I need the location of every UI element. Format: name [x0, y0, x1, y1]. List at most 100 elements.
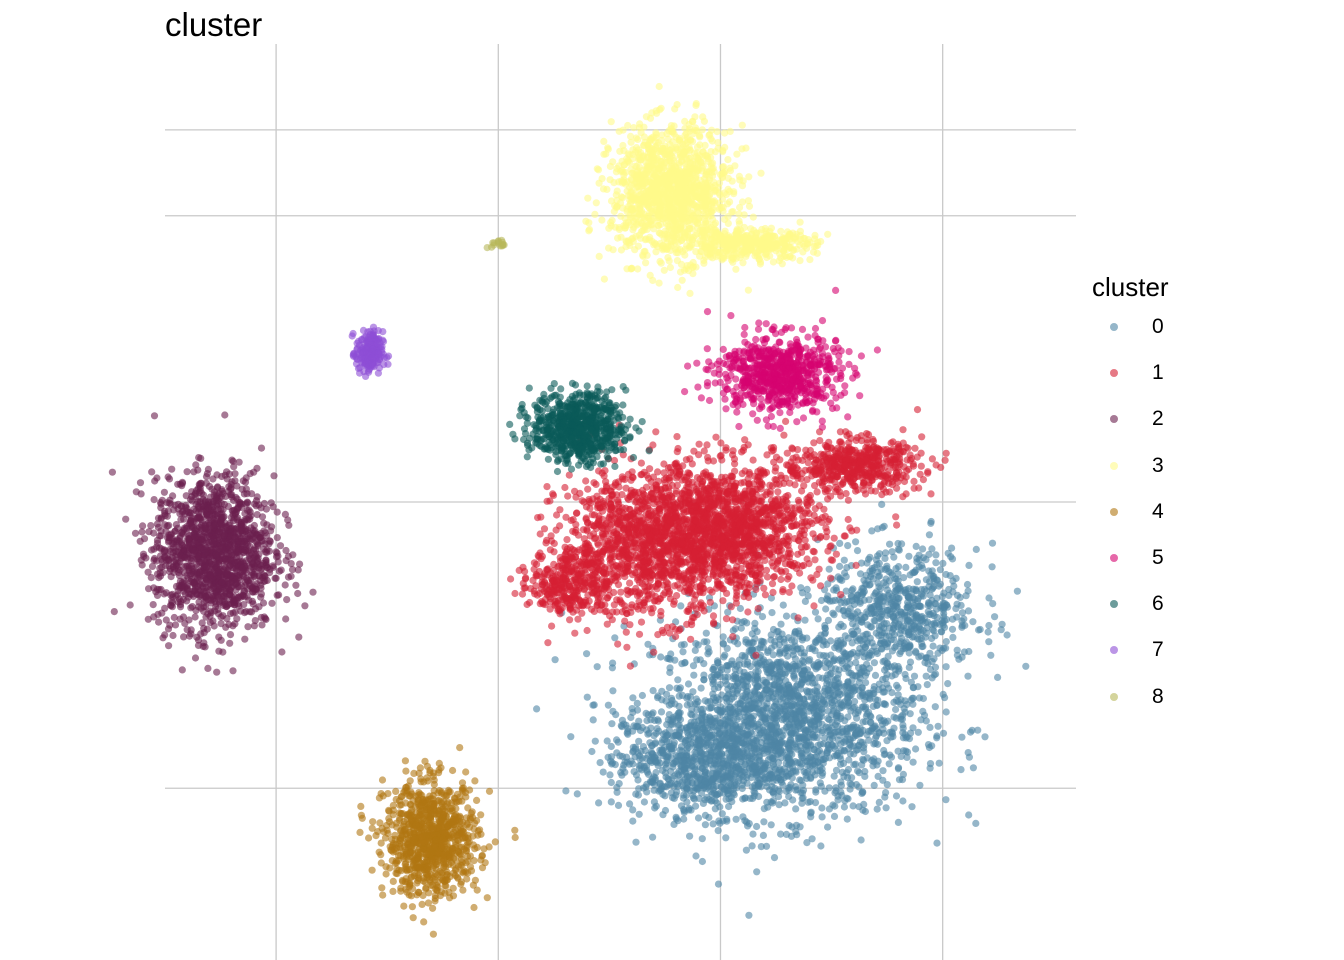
point	[752, 651, 760, 659]
point	[1022, 662, 1030, 670]
point	[677, 802, 686, 810]
point	[895, 563, 903, 571]
point	[929, 609, 937, 617]
point	[940, 604, 948, 612]
point	[673, 433, 681, 441]
point	[787, 757, 795, 766]
point	[923, 681, 931, 689]
point	[771, 708, 779, 717]
point	[616, 752, 624, 760]
point	[706, 598, 714, 606]
point	[880, 746, 888, 755]
point	[757, 718, 765, 726]
point	[701, 796, 709, 804]
point	[721, 651, 729, 659]
point	[704, 650, 712, 658]
point	[684, 764, 692, 773]
point	[751, 762, 759, 771]
point	[833, 717, 841, 725]
point	[782, 830, 791, 839]
point	[857, 611, 865, 620]
point	[877, 585, 885, 593]
point	[762, 842, 771, 850]
point	[536, 530, 544, 538]
point	[734, 679, 742, 687]
point	[824, 714, 832, 723]
point	[844, 694, 852, 702]
point	[798, 799, 806, 807]
point	[740, 708, 748, 716]
point	[830, 772, 838, 780]
point	[856, 669, 864, 677]
point	[614, 525, 622, 534]
point	[928, 658, 936, 666]
point	[629, 694, 637, 702]
point	[723, 680, 731, 689]
point	[719, 639, 727, 647]
point	[884, 652, 892, 661]
point	[972, 819, 980, 828]
point	[964, 587, 972, 595]
point	[828, 741, 837, 749]
point	[737, 624, 745, 632]
point	[895, 594, 903, 602]
point	[800, 649, 809, 657]
point	[950, 582, 958, 590]
point	[786, 783, 794, 792]
point	[748, 842, 756, 850]
point	[919, 545, 927, 553]
point	[702, 761, 710, 769]
point	[821, 621, 829, 630]
point	[734, 640, 742, 648]
point	[819, 759, 827, 767]
point	[715, 696, 723, 704]
point	[873, 805, 881, 813]
point	[913, 578, 921, 586]
point	[949, 633, 957, 642]
point	[740, 673, 748, 681]
point	[604, 701, 613, 709]
point	[894, 539, 902, 548]
point	[818, 813, 826, 821]
point	[802, 726, 811, 734]
point	[831, 596, 839, 605]
point	[901, 708, 909, 716]
point	[593, 663, 601, 671]
point	[964, 672, 972, 680]
point	[567, 516, 575, 525]
point	[759, 643, 767, 652]
point	[905, 552, 913, 560]
point	[699, 732, 707, 741]
point	[874, 525, 882, 533]
point	[671, 700, 679, 708]
point	[819, 674, 827, 682]
point	[658, 626, 666, 635]
point	[816, 779, 824, 787]
point	[787, 739, 795, 747]
point	[654, 717, 663, 725]
point	[569, 527, 577, 535]
point	[762, 745, 770, 753]
point	[854, 637, 862, 645]
point	[687, 635, 695, 643]
point	[875, 603, 883, 611]
point	[965, 811, 973, 819]
point	[865, 664, 874, 673]
point	[926, 602, 934, 610]
point	[867, 604, 876, 612]
point	[926, 723, 934, 732]
point	[830, 812, 839, 821]
point	[825, 565, 833, 573]
point	[810, 602, 818, 610]
point	[676, 684, 685, 692]
point	[824, 707, 832, 715]
point	[626, 662, 635, 670]
point	[932, 576, 941, 584]
point	[657, 612, 665, 620]
point	[797, 681, 805, 689]
point	[994, 673, 1002, 682]
point	[537, 513, 545, 521]
point	[846, 736, 855, 744]
point	[736, 604, 745, 613]
point	[714, 790, 722, 798]
